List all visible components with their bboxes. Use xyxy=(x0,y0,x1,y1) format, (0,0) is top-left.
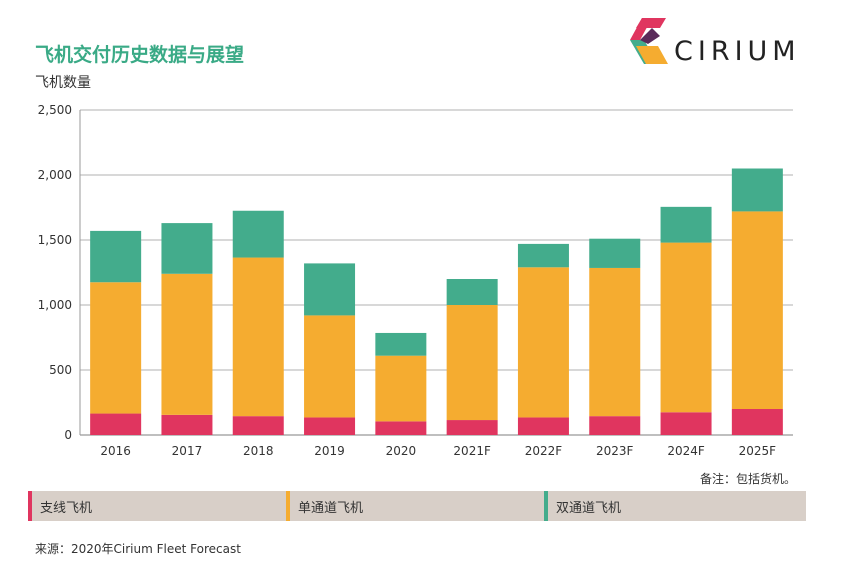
legend-label-widebody: 双通道飞机 xyxy=(556,500,622,516)
bar-segment-regional xyxy=(232,416,284,435)
bar-segment-widebody xyxy=(517,243,569,268)
bar-segment-regional xyxy=(731,409,783,435)
cirium-logo-icon xyxy=(630,18,668,64)
source-note: 来源：2020年Cirium Fleet Forecast xyxy=(35,542,241,556)
bar-segment-narrowbody xyxy=(589,267,641,417)
bar-segment-regional xyxy=(589,416,641,435)
y-axis-title: 飞机数量 xyxy=(35,75,91,91)
bar-segment-regional xyxy=(161,414,213,435)
bar-segment-widebody xyxy=(161,223,213,274)
bar-segment-narrowbody xyxy=(90,282,142,414)
bar-segment-narrowbody xyxy=(304,315,356,418)
bar-segment-narrowbody xyxy=(446,305,498,421)
bars xyxy=(90,168,783,435)
x-tick-label: 2017 xyxy=(172,444,203,458)
bar-segment-narrowbody xyxy=(731,211,783,409)
legend-label-narrowbody: 单通道飞机 xyxy=(298,500,364,516)
legend-label-regional: 支线飞机 xyxy=(40,500,93,516)
bar-segment-narrowbody xyxy=(660,242,712,413)
legend-swatch-narrowbody xyxy=(286,491,290,521)
x-tick-label: 2019 xyxy=(314,444,345,458)
y-tick-label: 0 xyxy=(64,428,72,442)
legend: 支线飞机 单通道飞机 双通道飞机 xyxy=(28,491,806,521)
legend-item-narrowbody: 单通道飞机 xyxy=(286,491,544,521)
legend-item-widebody: 双通道飞机 xyxy=(544,491,802,521)
bar-segment-regional xyxy=(660,412,712,435)
bar-segment-widebody xyxy=(304,263,356,316)
y-tick-label: 2,500 xyxy=(38,103,72,117)
bar-segment-widebody xyxy=(90,230,142,283)
bar-segment-regional xyxy=(304,417,356,435)
x-tick-label: 2021F xyxy=(453,444,491,458)
bar-segment-widebody xyxy=(731,168,783,212)
x-tick-label: 2018 xyxy=(243,444,274,458)
bar-segment-narrowbody xyxy=(161,273,213,415)
bar-segment-narrowbody xyxy=(232,257,284,417)
y-tick-label: 1,000 xyxy=(38,298,72,312)
bar-segment-narrowbody xyxy=(375,355,427,422)
x-axis-ticks: 2016 2017 2018 2019 2020 2021F 2022F 2023F 2024F… xyxy=(100,444,776,458)
bar-segment-widebody xyxy=(446,279,498,305)
x-tick-label: 2025F xyxy=(739,444,777,458)
bar-segment-widebody xyxy=(375,332,427,356)
bar-segment-widebody xyxy=(232,210,284,258)
x-tick-label: 2023F xyxy=(596,444,634,458)
bar-segment-widebody xyxy=(589,238,641,268)
footnote: 备注：包括货机。 xyxy=(700,472,797,486)
legend-item-regional: 支线飞机 xyxy=(28,491,286,521)
bar-segment-regional xyxy=(446,420,498,435)
chart-title: 飞机交付历史数据与展望 xyxy=(35,44,245,66)
y-axis-ticks: 0 500 1,000 1,500 2,000 2,500 xyxy=(38,103,72,442)
bar-segment-widebody xyxy=(660,206,712,243)
bar-segment-regional xyxy=(375,421,427,435)
x-tick-label: 2020 xyxy=(386,444,417,458)
x-tick-label: 2016 xyxy=(100,444,131,458)
x-tick-label: 2022F xyxy=(525,444,563,458)
bar-segment-regional xyxy=(90,413,142,435)
brand-wordmark: CIRIUM xyxy=(674,36,801,67)
y-tick-label: 2,000 xyxy=(38,168,72,182)
legend-swatch-regional xyxy=(28,491,32,521)
x-tick-label: 2024F xyxy=(667,444,705,458)
legend-swatch-widebody xyxy=(544,491,548,521)
bar-segment-regional xyxy=(517,417,569,435)
y-tick-label: 1,500 xyxy=(38,233,72,247)
bar-segment-narrowbody xyxy=(517,267,569,418)
y-tick-label: 500 xyxy=(49,363,72,377)
